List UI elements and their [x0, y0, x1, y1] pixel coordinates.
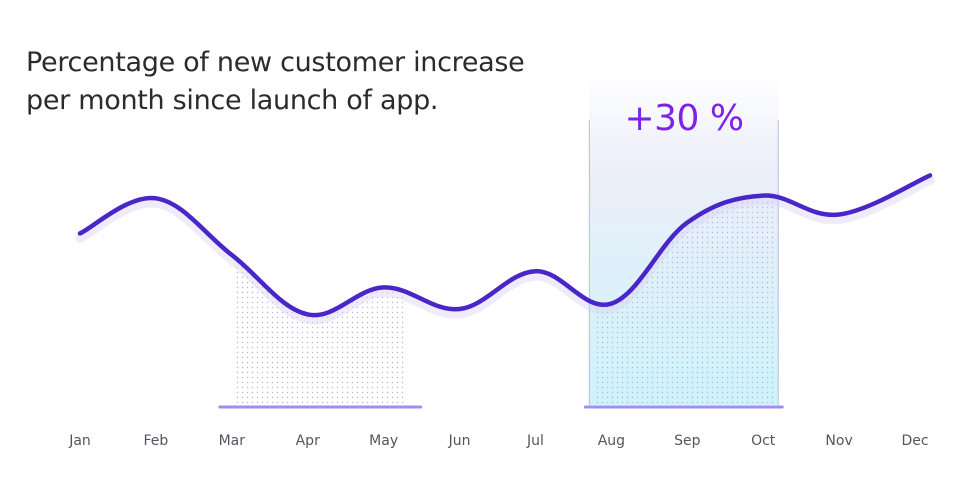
chart-title-line-1: Percentage of new customer increase [26, 47, 525, 78]
series-line-shadow [75, 175, 935, 325]
x-tick-label: Aug [598, 433, 625, 449]
x-tick-label: Jul [526, 433, 544, 449]
x-tick-label: Nov [825, 433, 852, 449]
x-tick-label: Feb [144, 433, 169, 449]
x-tick-label: Apr [296, 433, 320, 449]
series-line [77, 173, 933, 318]
x-tick-label: Jan [68, 433, 91, 449]
x-tick-label: Sep [674, 433, 701, 449]
x-tick-label: Jun [448, 433, 471, 449]
dotted-shade-region [233, 175, 406, 405]
x-tick-label: Mar [219, 433, 246, 449]
series-line-group [75, 173, 935, 325]
chart-title: Percentage of new customer increase per … [26, 44, 566, 120]
highlight-badge: +30 % [624, 98, 744, 139]
x-tick-label: Dec [901, 433, 928, 449]
x-tick-label: Oct [751, 433, 776, 449]
x-axis-ticks: Jan Feb Mar Apr May Jun Jul Aug Sep Oct Nov Dec [68, 433, 928, 449]
chart-title-line-2: per month since launch of app. [26, 85, 439, 116]
x-tick-label: May [369, 433, 398, 449]
